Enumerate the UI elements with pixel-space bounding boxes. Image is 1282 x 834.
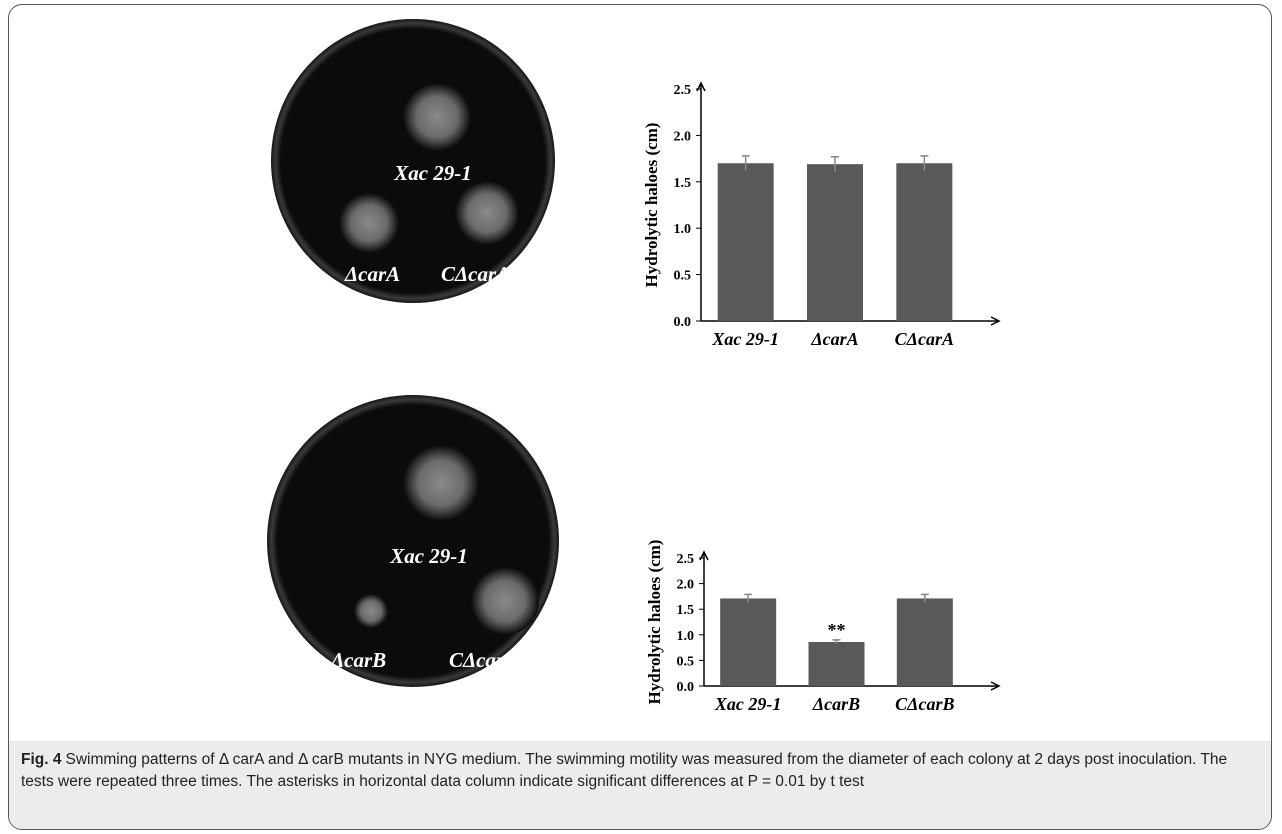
y-tick-label: 1.0	[677, 629, 695, 644]
dish-label: CΔcarA	[441, 262, 510, 286]
bar	[720, 598, 776, 686]
bar	[807, 164, 863, 321]
dish-label: Xac 29-1	[389, 544, 468, 568]
dish-label: CΔcarB	[449, 648, 518, 672]
bar	[897, 598, 953, 686]
caption-label: Fig. 4	[21, 751, 61, 768]
x-tick-label: CΔcarA	[895, 329, 954, 349]
petri-dish-a: Xac 29-1 ΔcarA CΔcarA	[271, 19, 555, 303]
x-tick-label: ΔcarB	[812, 694, 860, 714]
figure-art: Xac 29-1 ΔcarA CΔcarA Xac 29-1 ΔcarB CΔc…	[9, 5, 1271, 741]
y-axis-title: Hydrolytic haloes (cm)	[645, 540, 664, 705]
x-tick-label: Xac 29-1	[714, 694, 782, 714]
y-axis-title: Hydrolytic haloes (cm)	[642, 123, 661, 288]
y-tick-label: 0.0	[674, 315, 692, 330]
y-tick-label: 1.5	[674, 176, 692, 191]
y-tick-label: 0.5	[674, 269, 692, 284]
x-tick-label: ΔcarA	[810, 329, 858, 349]
annotation: **	[828, 620, 846, 640]
x-tick-label: Xac 29-1	[711, 329, 779, 349]
y-tick-label: 1.0	[674, 222, 692, 237]
dish-label: ΔcarA	[344, 262, 400, 286]
y-tick-label: 2.5	[677, 552, 695, 567]
dish-label: ΔcarB	[330, 648, 386, 672]
y-tick-label: 2.0	[674, 129, 692, 144]
caption-text: Swimming patterns of Δ carA and Δ carB m…	[21, 751, 1227, 790]
x-tick-label: CΔcarB	[895, 694, 954, 714]
figure: Xac 29-1 ΔcarA CΔcarA Xac 29-1 ΔcarB CΔc…	[8, 4, 1272, 830]
dish-label: Xac 29-1	[393, 161, 472, 185]
y-tick-label: 0.0	[677, 680, 695, 695]
bar	[718, 163, 774, 321]
bar	[896, 163, 952, 321]
petri-dish-b: Xac 29-1 ΔcarB CΔcarB	[267, 395, 559, 687]
y-tick-label: 2.0	[677, 578, 695, 593]
y-tick-label: 1.5	[677, 603, 695, 618]
y-tick-label: 2.5	[674, 83, 692, 98]
y-tick-label: 0.5	[677, 654, 695, 669]
bar	[809, 642, 865, 686]
